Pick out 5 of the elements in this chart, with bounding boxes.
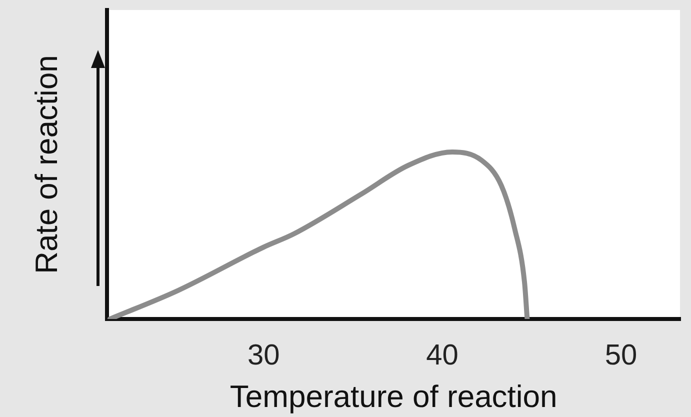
x-axis-title: Temperature of reaction: [230, 378, 558, 414]
y-axis-title: Rate of reaction: [29, 55, 64, 274]
x-tick-label: 30: [247, 339, 280, 372]
x-tick-label: 50: [604, 339, 638, 372]
x-tick-label: 40: [426, 339, 458, 372]
